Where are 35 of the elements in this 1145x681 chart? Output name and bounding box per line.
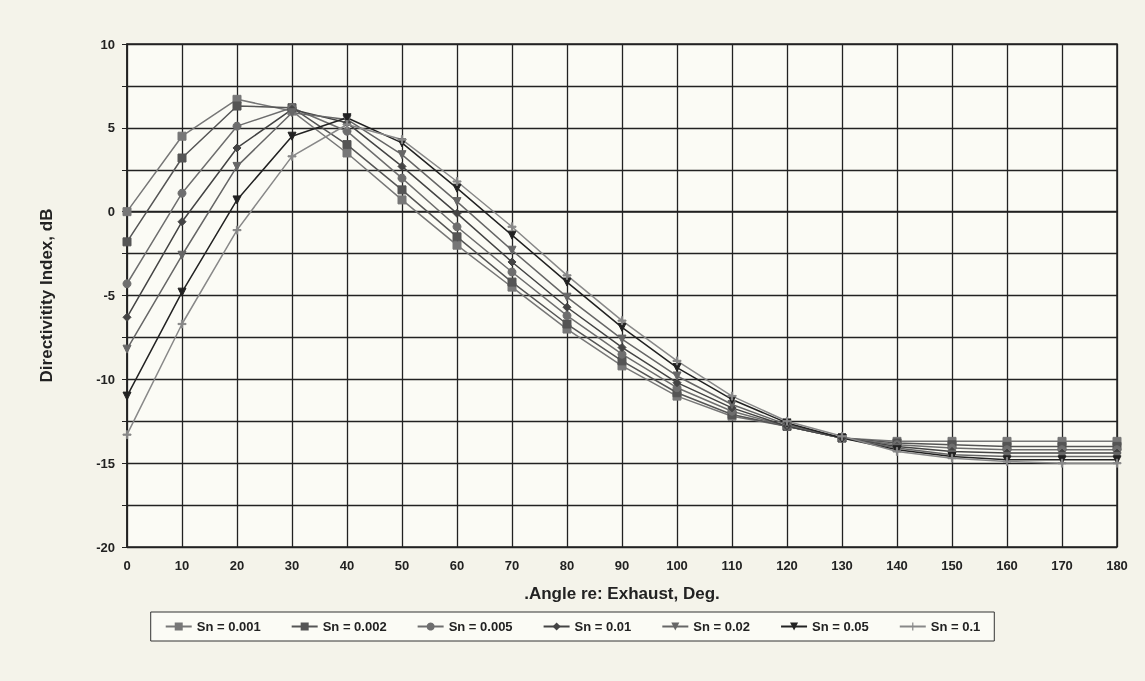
x-tick-label: 80	[559, 558, 575, 573]
y-tick-label: -10	[96, 371, 115, 387]
x-tick-label: 170	[1051, 558, 1073, 573]
legend-label: Sn = 0.1	[930, 619, 981, 634]
y-tick-label: 10	[100, 36, 115, 52]
x-tick-label: 30	[284, 558, 300, 573]
x-tick-label: 180	[1106, 558, 1128, 573]
y-tick-label: -20	[96, 539, 115, 555]
x-tick-label: 70	[504, 558, 520, 573]
legend-label: Sn = 0.02	[693, 619, 751, 634]
y-tick-label: -5	[103, 288, 115, 303]
y-tick-label: -15	[96, 455, 115, 471]
x-tick-label: 130	[831, 558, 853, 573]
x-tick-label: 40	[339, 558, 355, 573]
x-tick-label: 110	[721, 558, 743, 573]
legend-label: Sn = 0.01	[574, 619, 632, 634]
x-axis-title: .Angle re: Exhaust, Deg.	[524, 584, 720, 603]
legend-label: Sn = 0.05	[812, 619, 869, 634]
y-tick-label: 5	[107, 120, 115, 136]
x-tick-label: 120	[776, 558, 798, 573]
x-tick-label: 60	[449, 558, 465, 573]
x-tick-label: 150	[941, 558, 963, 573]
y-axis-title: Directivitity Index, dB	[37, 208, 56, 383]
x-tick-label: 50	[394, 558, 410, 573]
legend-label: Sn = 0.001	[196, 619, 261, 634]
legend-label: Sn = 0.005	[448, 619, 513, 634]
legend-label: Sn = 0.002	[322, 619, 387, 634]
x-tick-label: 10	[174, 558, 190, 573]
x-tick-label: 0	[123, 558, 131, 573]
x-tick-label: 90	[614, 558, 630, 573]
x-tick-label: 140	[886, 558, 908, 573]
x-tick-label: 100	[666, 558, 688, 573]
y-tick-label: 0	[107, 204, 115, 220]
x-tick-label: 20	[229, 558, 245, 573]
x-tick-label: 160	[996, 558, 1018, 573]
